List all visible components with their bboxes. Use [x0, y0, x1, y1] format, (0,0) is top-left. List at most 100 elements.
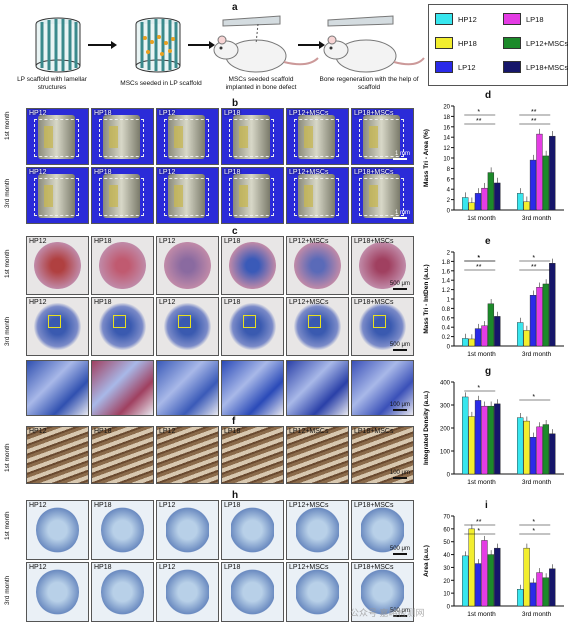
tile-texture	[174, 184, 183, 207]
image-tile: LP12	[156, 562, 219, 622]
tile-texture	[239, 184, 248, 207]
tile-texture	[109, 184, 118, 207]
row-label-f-1st: 1st month	[4, 443, 11, 472]
bar	[487, 172, 495, 211]
significance-marker: **	[531, 109, 537, 116]
tile-label: LP18+MSCs	[354, 299, 394, 306]
y-tick-label: 8	[447, 167, 451, 173]
scale-label: 100 μm	[389, 402, 410, 408]
flow-arrow-3	[298, 41, 325, 49]
step-caption-2: MSCs seeded in LP scaffold	[120, 80, 202, 87]
image-tile: 100 μm	[351, 360, 414, 416]
panel-letter-g: g	[485, 366, 492, 377]
bar	[529, 582, 537, 607]
y-tick-label: 1.6	[442, 269, 451, 275]
y-tick-label: 200	[440, 427, 451, 433]
tile-texture	[165, 506, 210, 554]
y-tick-label: 1.2	[442, 288, 451, 294]
y-tick-label: 20	[443, 105, 450, 111]
legend-label: LP12+MSCs	[526, 38, 569, 48]
x-tick-label: 1st month	[467, 215, 496, 222]
tile-texture	[164, 241, 211, 290]
tile-texture	[34, 241, 81, 290]
bar	[487, 554, 495, 607]
image-tile: LP18	[221, 236, 284, 295]
tile-texture	[369, 125, 378, 148]
legend-label: LP12	[458, 62, 476, 72]
step-caption-4: Bone regeneration with the help of scaff…	[319, 76, 419, 91]
y-tick-label: 16	[443, 125, 450, 131]
chart-e: 0 0.2 0.4 0.6 0.8 1 1.2 1.4 1.6 1.8 2 Mass Tri - In…	[423, 251, 564, 358]
scale-bar	[393, 615, 407, 617]
image-tile: HP12	[26, 426, 89, 484]
bar	[462, 338, 469, 347]
tile-label: HP12	[29, 564, 47, 571]
tile-texture	[294, 241, 341, 290]
tile-texture	[304, 125, 313, 148]
image-tile: HP12	[26, 236, 89, 295]
tile-label: LP18+MSCs	[354, 428, 394, 435]
tile-texture	[165, 568, 210, 616]
significance-marker: **	[476, 519, 482, 526]
x-tick-label: 1st month	[467, 351, 496, 358]
panel-letter-e: e	[485, 236, 491, 247]
tile-texture	[100, 506, 145, 554]
bar	[549, 568, 556, 607]
step-caption-1: LP scaffold with lamellar structures	[17, 76, 87, 91]
panel-letter-c: c	[232, 226, 238, 237]
bar	[487, 405, 495, 475]
tile-label: LP18	[224, 299, 241, 306]
tile-label: LP12	[159, 502, 176, 509]
lamellar-scaffold-icon	[35, 17, 81, 73]
tile-label: LP12+MSCs	[289, 238, 329, 245]
legend-item: LP18+MSCs	[503, 61, 568, 73]
bar	[487, 303, 495, 347]
tile-texture	[37, 173, 75, 218]
bar	[523, 201, 530, 211]
y-tick-label: 2	[447, 251, 451, 257]
tile-texture	[360, 506, 405, 554]
bar	[542, 155, 550, 211]
image-tile: LP18+MSCs 1 mm	[351, 108, 414, 165]
tile-label: HP12	[29, 238, 47, 245]
trichrome-zoom-grid: 100 μm	[26, 360, 414, 416]
image-tile: LP12+MSCs	[286, 236, 349, 295]
tile-texture	[174, 125, 183, 148]
y-tick-label: 300	[440, 404, 451, 410]
panel-letter-b: b	[232, 98, 239, 109]
tile-label: HP12	[29, 299, 47, 306]
tile-texture	[100, 568, 145, 616]
image-tile: HP18	[91, 500, 154, 560]
tile-texture	[109, 125, 118, 148]
bar	[529, 437, 537, 475]
image-tile	[91, 360, 154, 416]
bar	[517, 193, 524, 211]
panel-letter-a: a	[232, 2, 238, 13]
row-label-b-3rd: 3rd month	[4, 178, 11, 208]
tile-label: LP12	[159, 110, 176, 117]
bar	[542, 577, 550, 607]
tile-texture	[295, 506, 340, 554]
tile-label: LP12	[159, 564, 176, 571]
x-tick-label: 3rd month	[522, 351, 552, 358]
image-tile: LP12	[156, 500, 219, 560]
bar	[474, 400, 482, 475]
y-tick-label: 70	[443, 515, 450, 521]
significance-marker: *	[532, 519, 535, 526]
tile-texture	[44, 125, 53, 148]
tile-label: HP18	[94, 238, 112, 245]
bar	[462, 555, 469, 607]
significance-marker: *	[477, 109, 480, 116]
bar	[481, 540, 488, 607]
tile-label: LP12+MSCs	[289, 502, 329, 509]
image-tile	[26, 360, 89, 416]
watermark: 公众号 嘉峪检测网	[350, 608, 425, 618]
tile-texture	[35, 568, 80, 616]
image-tile: LP12	[156, 426, 219, 484]
y-tick-label: 0	[447, 473, 451, 479]
microct-image-grid: HP12 HP18 LP12 LP18 LP12+MSCs LP18+MSCs 1 mm HP…	[26, 108, 414, 224]
scale-label: 100 μm	[389, 470, 410, 476]
bar	[536, 133, 543, 211]
x-tick-label: 3rd month	[522, 611, 552, 618]
scale-label: 1 mm	[395, 210, 410, 216]
